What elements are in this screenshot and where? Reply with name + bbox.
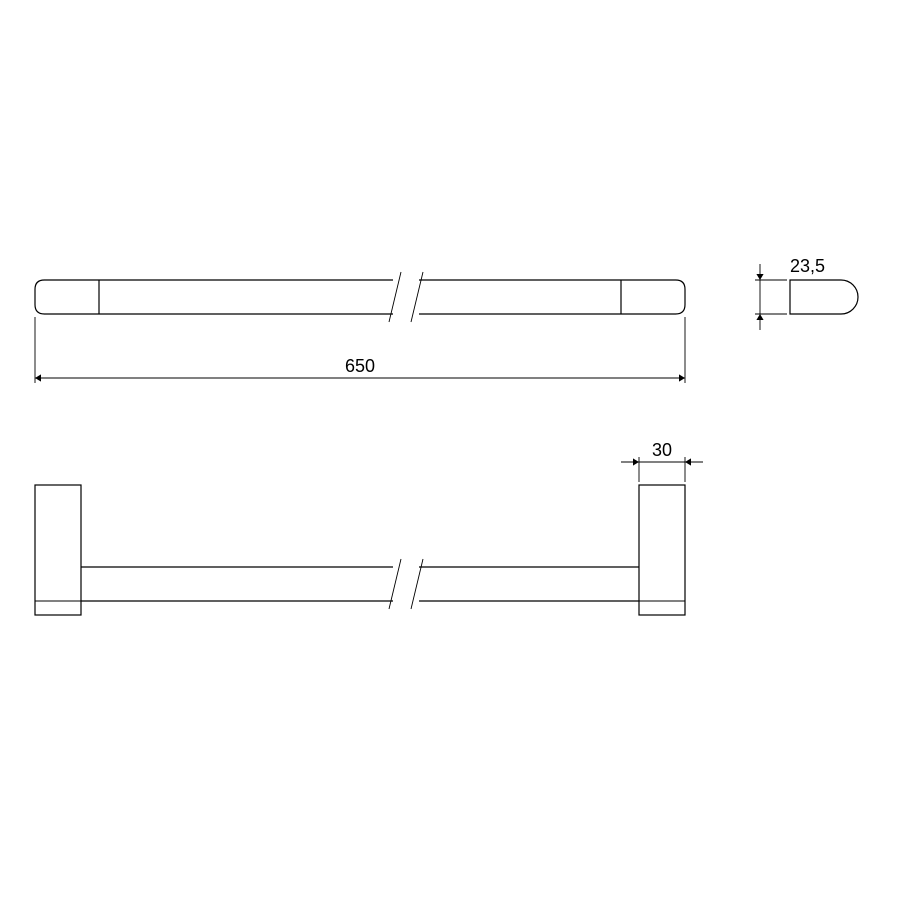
front-view xyxy=(35,485,685,615)
top-view xyxy=(35,272,685,322)
dim-length-label: 650 xyxy=(345,356,375,376)
dim-bracket-label: 30 xyxy=(652,440,672,460)
technical-drawing: 650 23,5 30 xyxy=(0,0,900,900)
dim-bracket: 30 xyxy=(621,440,703,482)
side-view xyxy=(790,280,858,314)
dim-thickness-label: 23,5 xyxy=(790,256,825,276)
dim-length: 650 xyxy=(35,317,685,383)
